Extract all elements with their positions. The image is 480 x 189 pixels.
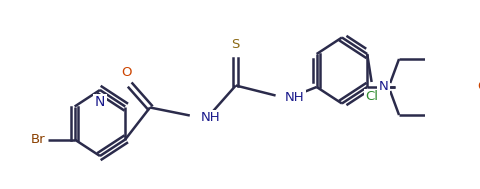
Text: O: O xyxy=(121,67,132,80)
Text: Cl: Cl xyxy=(364,90,377,103)
Text: N: N xyxy=(378,81,388,94)
Text: NH: NH xyxy=(284,91,303,104)
Text: Br: Br xyxy=(31,133,46,146)
Text: O: O xyxy=(476,81,480,94)
Text: NH: NH xyxy=(200,111,219,124)
Text: S: S xyxy=(231,39,240,51)
Text: N: N xyxy=(95,95,105,109)
